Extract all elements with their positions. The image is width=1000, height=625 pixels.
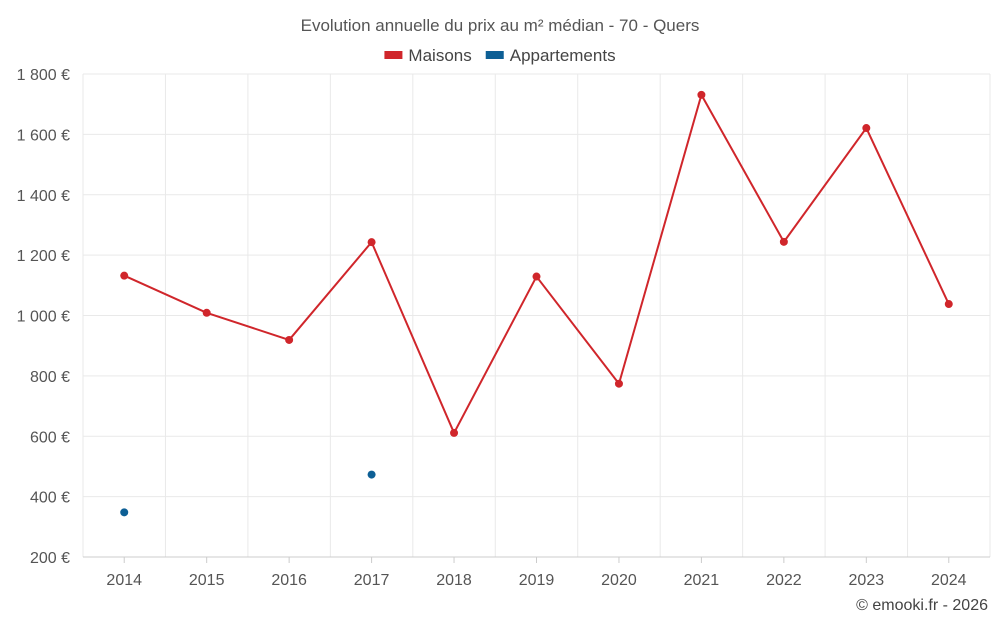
data-point-appartements-2014[interactable] (120, 508, 129, 517)
data-point-maisons-2024[interactable] (944, 300, 953, 309)
data-point-maisons-2015[interactable] (202, 308, 211, 317)
y-tick-label: 1 000 € (17, 309, 70, 326)
y-tick-label: 1 600 € (17, 127, 70, 144)
x-tick-label: 2024 (931, 572, 967, 589)
x-tick-label: 2019 (519, 572, 555, 589)
legend-label-appartements[interactable]: Appartements (510, 46, 616, 65)
legend-label-maisons[interactable]: Maisons (408, 46, 471, 65)
y-tick-label: 1 200 € (17, 248, 70, 265)
series (120, 90, 953, 517)
y-tick-label: 1 800 € (17, 67, 70, 84)
x-axis: 2014 2015 2016 2017 2018 2019 2020 2021 2022 2023… (83, 556, 990, 589)
data-point-maisons-2018[interactable] (450, 428, 459, 437)
data-point-appartements-2017[interactable] (367, 470, 376, 479)
credit-text: © emooki.fr - 2026 (856, 597, 988, 614)
data-point-maisons-2021[interactable] (697, 90, 706, 99)
data-point-maisons-2019[interactable] (532, 272, 541, 281)
x-tick-label: 2020 (601, 572, 637, 589)
data-point-maisons-2014[interactable] (120, 271, 129, 280)
x-tick-label: 2021 (684, 572, 720, 589)
y-tick-label: 800 € (30, 369, 70, 386)
grid (82, 73, 991, 558)
data-point-maisons-2022[interactable] (779, 237, 788, 246)
data-point-maisons-2020[interactable] (614, 379, 623, 388)
legend: Maisons Appartements (384, 46, 616, 65)
data-point-maisons-2016[interactable] (285, 335, 294, 344)
x-tick-label: 2018 (436, 572, 472, 589)
x-tick-label: 2016 (271, 572, 307, 589)
y-axis: 200 € 400 € 600 € 800 € 1 000 € 1 200 € 1 400 … (17, 67, 70, 567)
x-tick-label: 2017 (354, 572, 390, 589)
y-tick-label: 1 400 € (17, 188, 70, 205)
y-tick-label: 400 € (30, 490, 70, 507)
data-point-maisons-2017[interactable] (367, 238, 376, 247)
y-tick-label: 600 € (30, 429, 70, 446)
legend-swatch-maisons[interactable] (384, 51, 403, 59)
x-tick-label: 2022 (766, 572, 802, 589)
chart-title: Evolution annuelle du prix au m² médian … (301, 16, 700, 35)
data-point-maisons-2023[interactable] (862, 124, 871, 133)
x-tick-label: 2014 (106, 572, 142, 589)
x-tick-label: 2015 (189, 572, 225, 589)
y-tick-label: 200 € (30, 550, 70, 567)
legend-swatch-appartements[interactable] (485, 51, 504, 59)
x-tick-label: 2023 (849, 572, 885, 589)
